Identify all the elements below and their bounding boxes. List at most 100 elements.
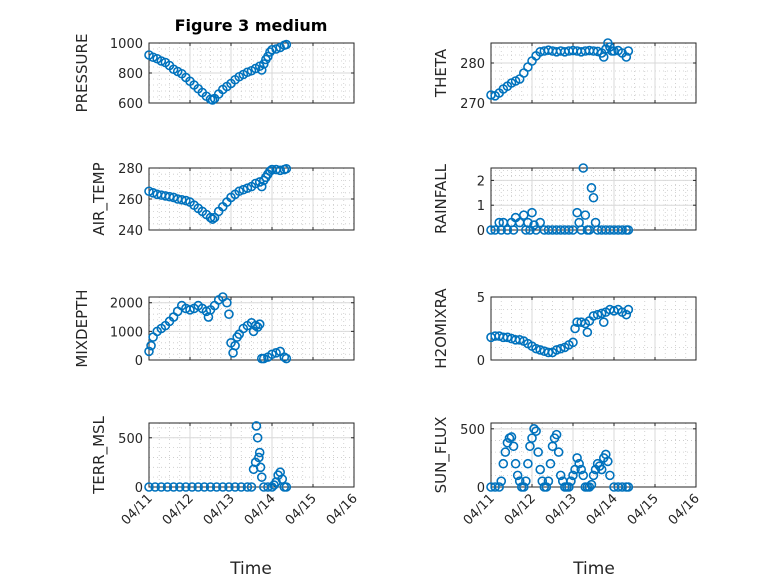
subplot-1: 600 800 1000 PRESSURE: [73, 34, 355, 112]
data-point: [521, 476, 531, 486]
data-point: [256, 65, 267, 75]
data-point: [486, 225, 496, 235]
data-point: [207, 214, 218, 224]
data-point: [230, 340, 240, 351]
data-point: [578, 163, 589, 173]
data-point: [148, 52, 158, 63]
x-tick-label: 04/13: [201, 491, 238, 528]
data-point: [256, 181, 267, 192]
y-tick-label: 0: [477, 481, 485, 496]
data-point: [531, 426, 541, 436]
data-point: [164, 191, 175, 202]
data-point: [279, 352, 290, 362]
data-point: [568, 337, 578, 348]
data-point: [570, 323, 580, 334]
data-point: [621, 52, 632, 62]
data-point: [242, 482, 253, 492]
data-point: [535, 217, 546, 228]
data-point: [510, 458, 521, 469]
data-point: [250, 320, 261, 331]
y-axis-label: THETA: [432, 48, 450, 98]
data-point: [621, 309, 632, 320]
data-point: [555, 470, 566, 481]
data-point: [254, 452, 264, 463]
figure-title: Figure 3 medium: [175, 16, 328, 35]
data-point: [494, 482, 505, 492]
data-point: [258, 353, 269, 364]
data-point: [529, 220, 539, 230]
data-point: [512, 470, 523, 481]
axes-frame: [490, 42, 697, 104]
data-point: [254, 447, 265, 458]
data-point: [584, 482, 595, 492]
data-point: [187, 482, 197, 492]
data-point: [508, 441, 519, 452]
data-point: [506, 432, 517, 442]
y-tick-label: 800: [118, 67, 143, 82]
data-point: [572, 207, 582, 218]
data-point: [543, 476, 554, 486]
data-point: [617, 225, 628, 235]
data-point: [588, 311, 599, 321]
x-tick-label: 04/14: [242, 491, 279, 528]
subplot-5: 0 1000 2000 MIXDEPTH: [73, 289, 355, 369]
subplot-3: 240 260 280 AIR_TEMP: [90, 162, 355, 239]
data-point: [185, 305, 195, 315]
data-point: [580, 210, 591, 220]
data-point: [251, 421, 262, 431]
subplot-7: 0 500 TERR_MSL 04/11 04/12 04/13 04/14 04/15 04/…: [90, 415, 361, 528]
data-point: [588, 192, 599, 203]
x-tick-label: 04/12: [502, 491, 539, 528]
y-tick-label: 0: [135, 481, 143, 496]
x-axis-label-right: Time: [572, 559, 615, 579]
data-point: [281, 482, 292, 492]
y-tick-label: 270: [460, 97, 485, 112]
y-axis-label: RAINFALL: [432, 163, 450, 234]
data-point: [588, 470, 599, 481]
data-point: [275, 165, 286, 176]
y-tick-label: 2000: [110, 297, 143, 312]
data-point: [150, 482, 160, 492]
data-point: [254, 319, 265, 330]
data-point: [255, 462, 266, 473]
data-point: [156, 56, 167, 66]
data-point: [572, 453, 582, 463]
data-point: [281, 353, 292, 364]
data-point: [500, 447, 511, 457]
data-point: [146, 340, 156, 351]
data-point: [527, 207, 537, 218]
x-tick-label: 04/15: [625, 491, 662, 528]
data-point: [529, 424, 539, 434]
data-point: [174, 482, 185, 492]
data-point: [281, 39, 292, 50]
data-point: [230, 482, 240, 492]
subplot-8: 0 500 SUN_FLUX 04/11 04/12 04/13 04/14 04/15 04/…: [432, 417, 703, 529]
subplot-2: 270 280 THETA: [432, 38, 697, 112]
data-point: [162, 482, 173, 492]
data-point: [605, 470, 615, 481]
data-point: [551, 345, 562, 355]
y-tick-label: 280: [460, 57, 485, 72]
data-point: [156, 482, 167, 492]
data-point: [222, 297, 232, 308]
y-tick-label: 600: [118, 97, 143, 112]
data-point: [545, 458, 556, 469]
y-tick-label: 1000: [110, 37, 143, 52]
y-tick-label: 0: [135, 354, 143, 369]
x-tick-label: 04/11: [119, 491, 156, 528]
axes-frame: [148, 296, 355, 361]
data-point: [574, 458, 584, 469]
data-point: [623, 304, 634, 315]
x-tick-label: 04/14: [584, 491, 621, 528]
data-point: [578, 470, 589, 481]
data-point: [281, 163, 292, 174]
y-tick-label: 0: [477, 224, 485, 239]
data-point: [144, 346, 154, 357]
data-point: [201, 306, 212, 317]
data-point: [623, 482, 634, 492]
data-point: [271, 348, 281, 358]
data-point: [496, 476, 507, 486]
x-tick-label: 04/16: [324, 491, 361, 528]
